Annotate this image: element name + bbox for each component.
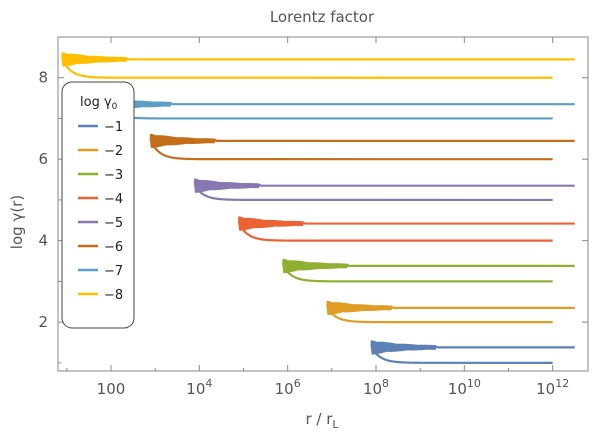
- series-lower-line-3: [282, 265, 553, 283]
- legend-item-label: −6: [104, 240, 123, 255]
- legend-title: log γ0: [80, 95, 118, 112]
- x-tick-label: 1010: [448, 377, 481, 398]
- series-upper-line-7: [105, 96, 575, 112]
- x-axis-label-subscript: L: [332, 418, 339, 431]
- plot-border: [57, 36, 589, 372]
- legend-item-label: −7: [104, 264, 123, 279]
- x-tick-label: 108: [363, 377, 389, 398]
- x-axis-ticks: 100 104 106 108 1010 1012: [66, 37, 569, 398]
- x-tick-label: 104: [186, 377, 212, 398]
- series-upper-line-6: [149, 133, 575, 149]
- x-tick-label: 100: [97, 380, 126, 398]
- legend-item-label: −8: [104, 288, 123, 303]
- series-upper-line-5: [193, 178, 575, 193]
- legend-box: [61, 81, 135, 329]
- legend-item-label: −5: [104, 216, 123, 231]
- chart-title: Lorentz factor: [270, 8, 375, 26]
- series-lower-line-2: [326, 307, 553, 324]
- y-axis-label: log γ(r): [8, 195, 26, 249]
- x-tick-label: 1012: [536, 377, 569, 398]
- series-lower-line-1: [370, 346, 553, 364]
- series-upper-line-8: [61, 52, 575, 67]
- series-upper-line-3: [282, 258, 575, 274]
- y-tick-label: 6: [38, 150, 48, 168]
- series-lower-line-7: [105, 103, 553, 120]
- series-lower-line-6: [149, 140, 553, 161]
- x-axis-label: r / rL: [305, 410, 339, 431]
- series-lower-line-8: [61, 58, 553, 79]
- y-tick-label: 4: [38, 232, 48, 250]
- legend-title-subscript: 0: [112, 102, 118, 112]
- legend-item-label: −3: [104, 168, 123, 183]
- series-upper-line-1: [370, 340, 575, 355]
- y-tick-label: 8: [38, 69, 48, 87]
- series-upper-line-2: [326, 300, 575, 316]
- legend-items: −1 −2 −3 −4 −5 −6 −7 −8: [78, 120, 123, 303]
- series-lower-line-4: [238, 223, 553, 242]
- legend: log γ0 −1 −2 −3 −4 −5 −6 −7 −8: [61, 81, 135, 329]
- plot-series-group: [61, 52, 575, 364]
- series-upper-line-4: [237, 216, 575, 231]
- legend-item-label: −2: [104, 144, 123, 159]
- legend-item-label: −4: [104, 192, 123, 207]
- legend-item-label: −1: [104, 120, 123, 135]
- plot-frame: [57, 36, 589, 372]
- y-tick-label: 2: [38, 313, 48, 331]
- x-tick-label: 106: [275, 377, 301, 398]
- series-lower-line-5: [193, 185, 553, 202]
